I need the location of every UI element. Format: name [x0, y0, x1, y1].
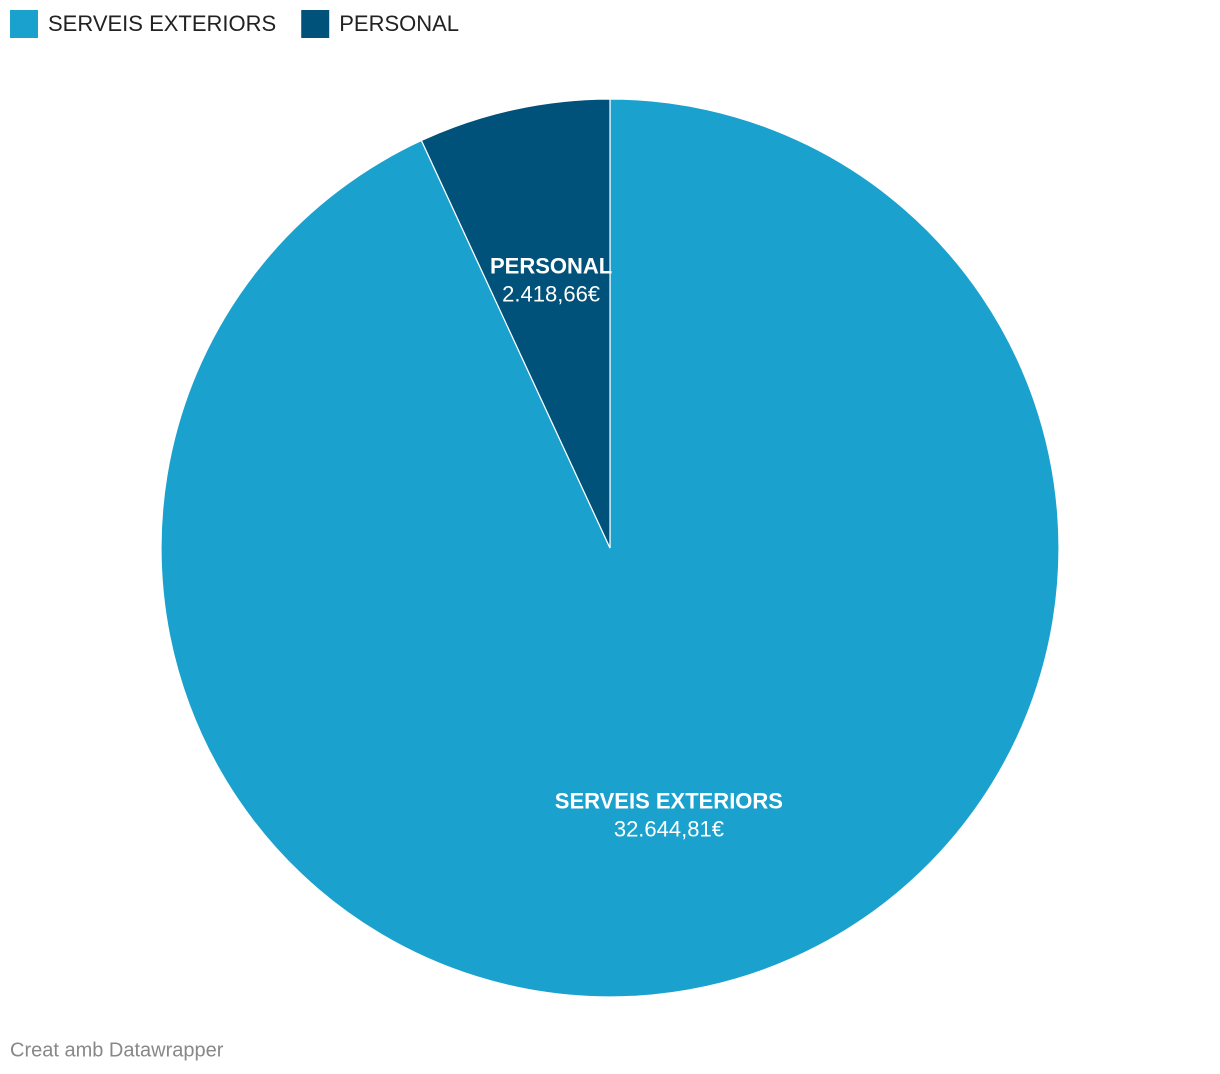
pie [160, 98, 1060, 998]
slice-label-value: 2.418,66€ [502, 281, 600, 306]
legend: SERVEIS EXTERIORS PERSONAL [10, 10, 459, 38]
slice-label-name: SERVEIS EXTERIORS [555, 788, 783, 813]
pie-slice [420, 98, 611, 549]
legend-swatch [10, 10, 38, 38]
slice-labels: SERVEIS EXTERIORS 32.644,81€ PERSONAL 2.418… [490, 253, 783, 841]
slice-label-value: 32.644,81€ [614, 816, 724, 841]
credit: Creat amb Datawrapper [10, 1039, 224, 1061]
legend-label: PERSONAL [339, 11, 459, 36]
slice-label-name: PERSONAL [490, 253, 612, 278]
legend-label: SERVEIS EXTERIORS [48, 11, 276, 36]
legend-swatch [301, 10, 330, 38]
